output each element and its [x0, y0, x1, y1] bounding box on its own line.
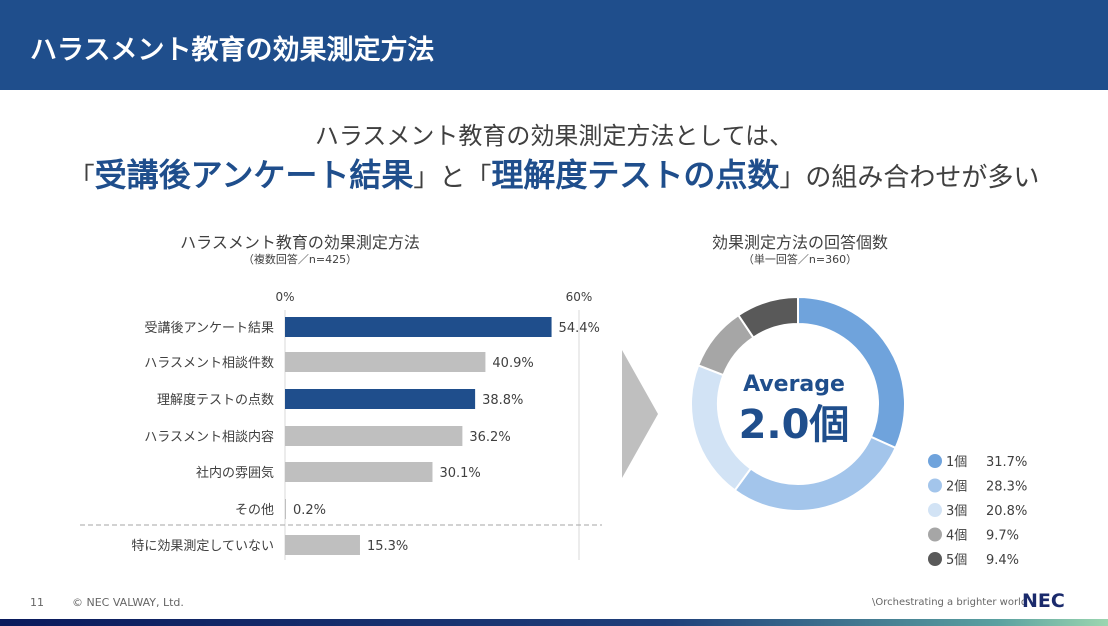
- legend-swatch: [928, 478, 942, 493]
- category-label: ハラスメント相談内容: [144, 429, 274, 445]
- headline-tail: 」の組み合わせが多い: [779, 163, 1040, 193]
- nec-logo: NEC: [1022, 590, 1065, 612]
- footer-gradient-bar: [0, 619, 1108, 626]
- legend-value: 31.7%: [986, 455, 1027, 470]
- legend-label: 5個: [946, 553, 967, 568]
- page-number: 11: [30, 596, 44, 609]
- bar: [285, 426, 463, 446]
- arrow-right-icon: [622, 350, 658, 478]
- legend-swatch: [928, 454, 942, 468]
- data-label: 54.4%: [559, 321, 600, 336]
- highlight-1: 受講後アンケート結果: [94, 156, 414, 194]
- slide-title: ハラスメント教育の効果測定方法: [30, 35, 435, 66]
- category-label: その他: [235, 503, 274, 518]
- x-tick: 0%: [275, 290, 294, 304]
- bar: [285, 535, 360, 555]
- bar-chart-title: ハラスメント教育の効果測定方法: [180, 233, 420, 252]
- legend-label: 2個: [946, 480, 967, 495]
- bracket: 「: [68, 163, 95, 193]
- donut-slice: [736, 295, 799, 339]
- category-label: 社内の雰囲気: [196, 465, 274, 481]
- x-tick: 60%: [566, 290, 593, 304]
- bar: [285, 499, 286, 519]
- donut-subtitle: （単一回答／n=360）: [742, 253, 858, 266]
- bar: [285, 317, 552, 337]
- category-label: 受講後アンケート結果: [145, 320, 274, 336]
- bar-chart-subtitle: （複数回答／n=425）: [242, 253, 358, 266]
- category-label: 特に効果測定していない: [131, 539, 274, 554]
- data-label: 30.1%: [439, 466, 480, 481]
- legend-swatch: [928, 527, 942, 542]
- category-label: ハラスメント相談件数: [144, 355, 274, 371]
- headline-line2: 「受講後アンケート結果」と「理解度テストの点数」の組み合わせが多い: [0, 150, 1108, 196]
- headline-line1: ハラスメント教育の効果測定方法としては、: [314, 122, 794, 150]
- bar: [285, 462, 433, 482]
- legend-label: 1個: [946, 455, 967, 470]
- copyright: © NEC VALWAY, Ltd.: [72, 596, 184, 609]
- legend-label: 4個: [946, 529, 967, 544]
- data-label: 40.9%: [492, 356, 533, 371]
- donut-center-value: 2.0個: [739, 402, 850, 448]
- donut-center-label: Average: [743, 372, 845, 397]
- data-label: 0.2%: [293, 503, 326, 518]
- legend-value: 9.7%: [986, 529, 1019, 544]
- bracket: 」と「: [413, 163, 492, 193]
- legend-swatch: [928, 552, 942, 566]
- data-label: 38.8%: [482, 393, 523, 408]
- data-label: 36.2%: [469, 430, 510, 445]
- legend-value: 9.4%: [986, 553, 1019, 568]
- legend-value: 28.3%: [986, 480, 1027, 495]
- slide-header: ハラスメント教育の効果測定方法: [0, 0, 1108, 90]
- legend-swatch: [928, 503, 942, 517]
- legend-value: 20.8%: [986, 504, 1027, 519]
- data-label: 15.3%: [367, 539, 408, 554]
- category-label: 理解度テストの点数: [157, 392, 274, 408]
- legend-label: 3個: [946, 504, 967, 519]
- highlight-2: 理解度テストの点数: [491, 156, 780, 194]
- bar: [285, 389, 476, 409]
- tagline: \Orchestrating a brighter world: [872, 597, 1028, 608]
- donut-title: 効果測定方法の回答個数: [711, 233, 888, 252]
- bar: [285, 352, 486, 372]
